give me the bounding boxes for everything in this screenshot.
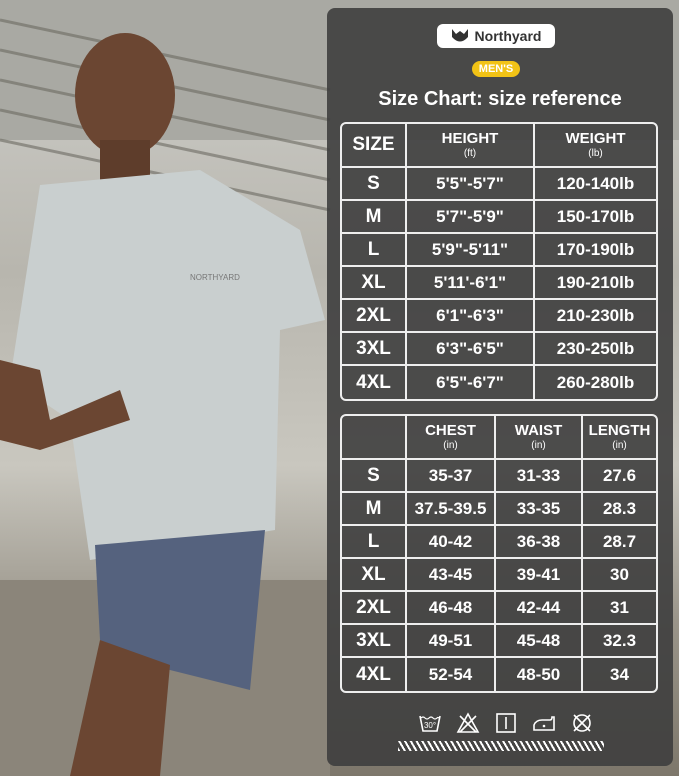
value-cell: 34 [610, 664, 629, 684]
value-cell: 5'11'-6'1" [407, 267, 535, 300]
value-cell: 28.3 [583, 493, 656, 526]
column-header: LENGTH (in) [583, 416, 656, 460]
table-row: M 37.5-39.5 33-35 28.3 [342, 493, 656, 526]
table-row: L 5'9"-5'11" 170-190lb [342, 234, 656, 267]
value-cell: 260-280lb [556, 372, 635, 392]
value-cell: 30 [583, 559, 656, 592]
table-row: L 40-42 36-38 28.7 [342, 526, 656, 559]
no-bleach-icon [456, 712, 480, 733]
value-cell: 40-42 [407, 526, 496, 559]
mens-badge: MEN'S [472, 61, 520, 77]
value-cell: 32.3 [583, 625, 656, 658]
header-row: CHEST (in) WAIST (in) LENGTH (in) [342, 416, 656, 460]
table-row: S 35-37 31-33 27.6 [342, 460, 656, 493]
size-cell: 4XL [342, 658, 407, 691]
table-row: M 5'7"-5'9" 150-170lb [342, 201, 656, 234]
decorative-stripe [398, 741, 604, 751]
value-cell: 37.5-39.5 [407, 493, 496, 526]
size-cell: 4XL [342, 366, 407, 399]
value-cell: 6'3"-6'5" [407, 333, 535, 366]
size-cell: 3XL [342, 333, 407, 366]
size-cell: M [342, 201, 407, 234]
column-header: HEIGHT (ft) [407, 124, 535, 168]
brand-name: Northyard [474, 28, 542, 44]
value-cell: 5'9"-5'11" [407, 234, 535, 267]
value-cell: 28.7 [583, 526, 656, 559]
shirt-print: NORTHYARD [190, 273, 240, 282]
value-cell: 46-48 [407, 592, 496, 625]
care-icons: 30° [418, 712, 594, 734]
iron-low-icon [533, 716, 555, 731]
chart-title: Size Chart: size reference [378, 88, 622, 110]
measurements-table: CHEST (in) WAIST (in) LENGTH (in) S 35-37 31-33 2… [340, 414, 658, 693]
value-cell: 39-41 [496, 559, 583, 592]
size-cell: 2XL [342, 300, 407, 333]
wash-30-icon: 30° [419, 715, 441, 732]
size-cell: S [342, 460, 407, 493]
value-cell: 210-230lb [535, 300, 656, 333]
value-cell: 5'5"-5'7" [407, 168, 535, 201]
table-row: 2XL 6'1"-6'3" 210-230lb [342, 300, 656, 333]
table-row: XL 43-45 39-41 30 [342, 559, 656, 592]
value-cell: 35-37 [407, 460, 496, 493]
column-header: WEIGHT (lb) [535, 124, 656, 168]
column-header [342, 416, 407, 460]
value-cell: 49-51 [407, 625, 496, 658]
size-cell: XL [342, 559, 407, 592]
table-row: 3XL 49-51 45-48 32.3 [342, 625, 656, 658]
value-cell: 5'7"-5'9" [407, 201, 535, 234]
size-cell: XL [342, 267, 407, 300]
dry-flat-icon [496, 713, 516, 733]
table-row: 2XL 46-48 42-44 31 [342, 592, 656, 625]
size-cell: L [342, 526, 407, 559]
brand-logo: Northyard [437, 24, 555, 48]
table-row: S 5'5"-5'7" 120-140lb [342, 168, 656, 201]
table-row: 4XL 52-54 48-50 34 [342, 658, 656, 691]
no-tumble-dry-icon [573, 714, 591, 732]
size-cell: 2XL [342, 592, 407, 625]
size-cell: L [342, 234, 407, 267]
value-cell: 190-210lb [535, 267, 656, 300]
value-cell: 43-45 [407, 559, 496, 592]
table-row: 4XL 6'5"-6'7" 260-280lb [342, 366, 656, 399]
column-header: CHEST (in) [407, 416, 496, 460]
height-weight-table: SIZE HEIGHT (ft) WEIGHT (lb) S 5'5"-5'7" 120-14… [340, 122, 658, 401]
column-header: WAIST (in) [496, 416, 583, 460]
value-cell: 31-33 [496, 460, 583, 493]
value-cell: 33-35 [496, 493, 583, 526]
value-cell: 36-38 [496, 526, 583, 559]
value-cell: 45-48 [496, 625, 583, 658]
size-chart-panel [327, 8, 673, 766]
value-cell: 42-44 [496, 592, 583, 625]
column-header: SIZE [342, 124, 407, 168]
value-cell: 6'1"-6'3" [407, 300, 535, 333]
header-row: SIZE HEIGHT (ft) WEIGHT (lb) [342, 124, 656, 168]
value-cell: 150-170lb [535, 201, 656, 234]
table-row: 3XL 6'3"-6'5" 230-250lb [342, 333, 656, 366]
brand-logo-icon [451, 29, 468, 42]
value-cell: 27.6 [583, 460, 656, 493]
value-cell: 48-50 [496, 658, 583, 691]
table-row: XL 5'11'-6'1" 190-210lb [342, 267, 656, 300]
value-cell: 230-250lb [535, 333, 656, 366]
size-cell: S [342, 168, 407, 201]
value-cell: 120-140lb [535, 168, 656, 201]
value-cell: 6'5"-6'7" [407, 366, 535, 399]
value-cell: 31 [583, 592, 656, 625]
size-cell: 3XL [342, 625, 407, 658]
svg-text:30°: 30° [424, 721, 436, 730]
size-cell: M [342, 493, 407, 526]
value-cell: 170-190lb [535, 234, 656, 267]
value-cell: 52-54 [407, 658, 496, 691]
